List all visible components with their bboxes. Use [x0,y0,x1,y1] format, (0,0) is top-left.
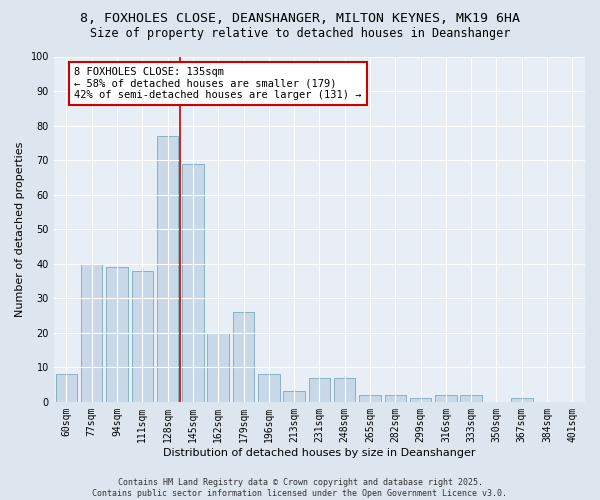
Bar [157,136,178,402]
Bar [208,333,229,402]
Text: Size of property relative to detached houses in Deanshanger: Size of property relative to detached ho… [90,28,510,40]
Bar [385,395,406,402]
Bar [182,164,203,402]
Bar [258,374,280,402]
Text: 8, FOXHOLES CLOSE, DEANSHANGER, MILTON KEYNES, MK19 6HA: 8, FOXHOLES CLOSE, DEANSHANGER, MILTON K… [80,12,520,26]
Bar [106,267,128,402]
Text: Contains HM Land Registry data © Crown copyright and database right 2025.
Contai: Contains HM Land Registry data © Crown c… [92,478,508,498]
Bar [359,395,381,402]
Bar [308,378,330,402]
Bar [56,374,77,402]
Bar [334,378,355,402]
Bar [410,398,431,402]
Bar [81,264,103,402]
Y-axis label: Number of detached properties: Number of detached properties [15,142,25,317]
Bar [233,312,254,402]
Bar [511,398,533,402]
Bar [460,395,482,402]
X-axis label: Distribution of detached houses by size in Deanshanger: Distribution of detached houses by size … [163,448,476,458]
Bar [283,392,305,402]
Bar [435,395,457,402]
Bar [131,270,153,402]
Text: 8 FOXHOLES CLOSE: 135sqm
← 58% of detached houses are smaller (179)
42% of semi-: 8 FOXHOLES CLOSE: 135sqm ← 58% of detach… [74,67,362,100]
